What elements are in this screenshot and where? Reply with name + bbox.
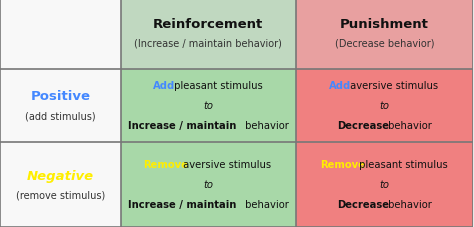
Text: Punishment: Punishment — [340, 18, 429, 31]
Text: behavior: behavior — [242, 200, 289, 209]
Bar — [121, 69, 296, 142]
Text: to: to — [380, 101, 390, 111]
Text: Reinforcement: Reinforcement — [153, 18, 264, 31]
Text: behavior: behavior — [242, 121, 289, 131]
Bar — [296, 142, 474, 227]
Text: pleasant stimulus: pleasant stimulus — [171, 81, 262, 91]
Text: behavior: behavior — [385, 121, 432, 131]
Text: to: to — [203, 101, 213, 111]
Text: (Increase / maintain behavior): (Increase / maintain behavior) — [135, 39, 282, 49]
Text: to: to — [380, 180, 390, 189]
Text: aversive stimulus: aversive stimulus — [347, 81, 438, 91]
Bar — [0, 69, 121, 142]
Text: Remove: Remove — [144, 160, 189, 169]
Bar — [121, 142, 296, 227]
Text: Add: Add — [329, 81, 351, 91]
Text: (remove stimulus): (remove stimulus) — [16, 190, 105, 200]
Bar — [296, 69, 474, 142]
Text: pleasant stimulus: pleasant stimulus — [356, 160, 447, 169]
Text: Add: Add — [153, 81, 175, 91]
Text: (Decrease behavior): (Decrease behavior) — [335, 39, 435, 49]
Text: Negative: Negative — [27, 169, 94, 182]
Text: behavior: behavior — [385, 200, 432, 209]
Bar — [296, 0, 474, 69]
Text: Increase / maintain: Increase / maintain — [128, 121, 237, 131]
Text: to: to — [203, 180, 213, 189]
Text: aversive stimulus: aversive stimulus — [180, 160, 271, 169]
Bar — [0, 0, 121, 69]
Text: Decrease: Decrease — [337, 121, 389, 131]
Bar — [0, 142, 121, 227]
Text: (add stimulus): (add stimulus) — [25, 111, 96, 121]
Text: Decrease: Decrease — [337, 200, 389, 209]
Text: Remove: Remove — [320, 160, 365, 169]
Bar — [121, 0, 296, 69]
Text: Increase / maintain: Increase / maintain — [128, 200, 237, 209]
Text: Positive: Positive — [30, 90, 91, 103]
